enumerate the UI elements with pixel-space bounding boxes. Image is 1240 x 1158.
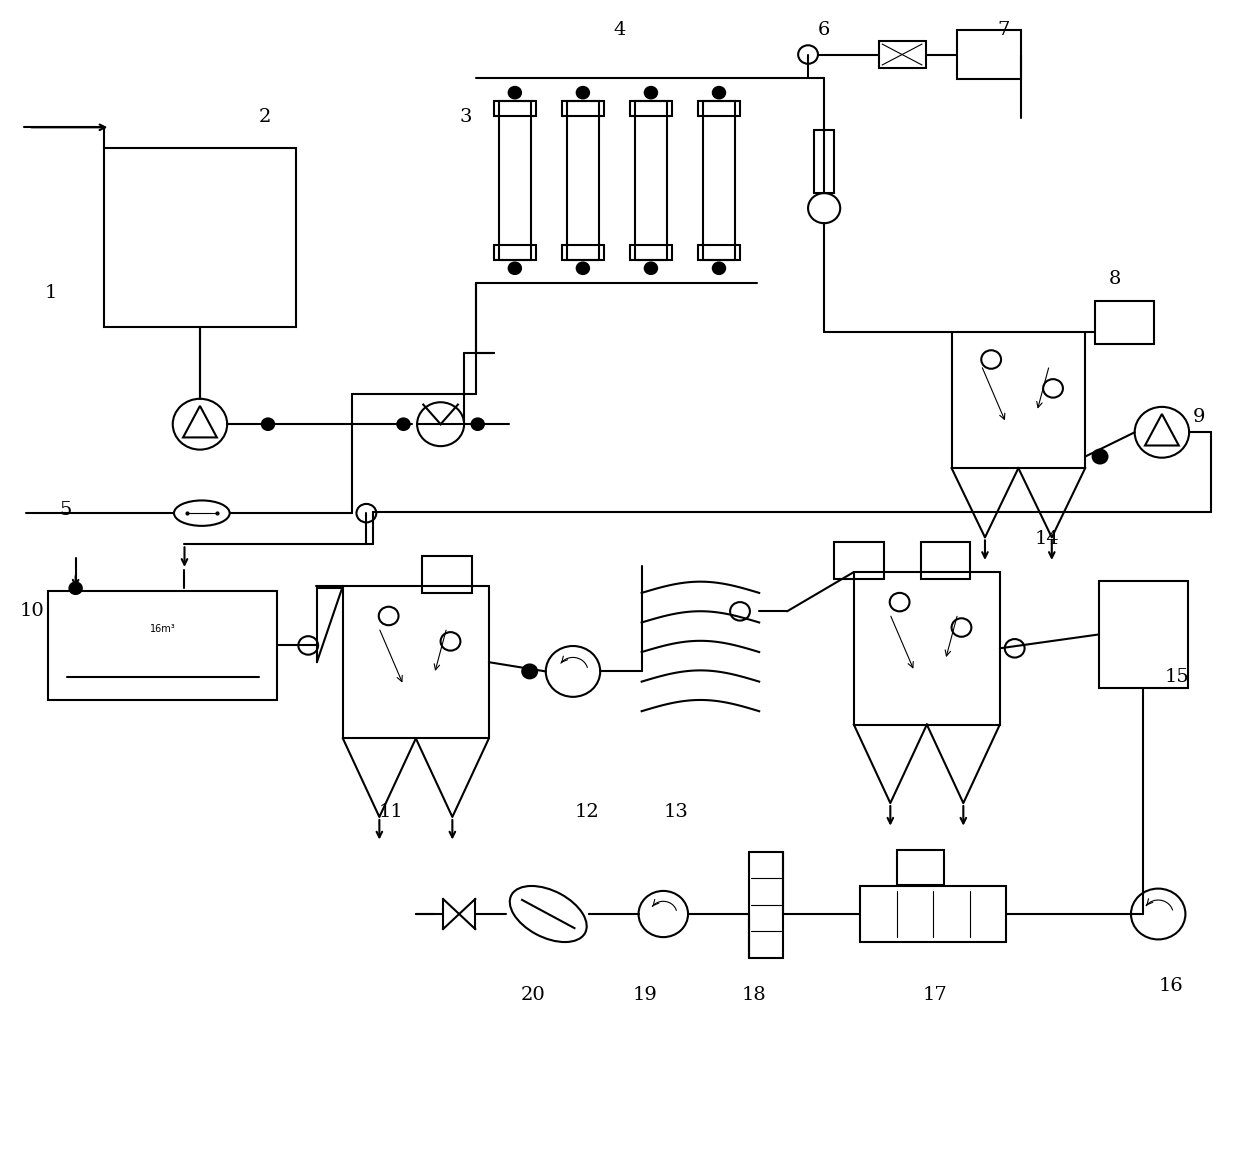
Text: 17: 17 [923, 985, 947, 1004]
Text: 6: 6 [818, 21, 831, 39]
Circle shape [69, 582, 82, 594]
Bar [956, 30, 1021, 79]
Text: 10: 10 [20, 602, 45, 621]
Bar [498, 101, 531, 261]
Circle shape [508, 87, 521, 98]
Bar [1099, 581, 1188, 688]
Circle shape [417, 402, 464, 446]
Bar [562, 245, 604, 261]
Bar [343, 586, 489, 739]
Circle shape [577, 263, 589, 274]
Bar [567, 101, 599, 261]
Bar [703, 101, 735, 261]
Circle shape [546, 646, 600, 697]
Circle shape [1131, 888, 1185, 939]
Bar [879, 41, 925, 68]
Bar [630, 101, 672, 116]
Bar [635, 101, 667, 261]
Bar [951, 332, 1085, 468]
Circle shape [713, 87, 725, 98]
Ellipse shape [510, 886, 587, 943]
Bar [698, 101, 740, 116]
Bar [854, 572, 999, 725]
Circle shape [172, 398, 227, 449]
Circle shape [1092, 449, 1107, 463]
Text: 16: 16 [1158, 976, 1183, 995]
Circle shape [645, 263, 657, 274]
Bar [815, 130, 835, 193]
Text: 9: 9 [1193, 409, 1205, 426]
Bar [835, 542, 884, 579]
Text: 14: 14 [1034, 529, 1059, 548]
Bar [1095, 301, 1154, 344]
Bar [698, 245, 740, 261]
Circle shape [808, 193, 841, 223]
Ellipse shape [174, 500, 229, 526]
Bar [920, 542, 970, 579]
Circle shape [522, 665, 537, 679]
Circle shape [645, 87, 657, 98]
Circle shape [639, 891, 688, 937]
Circle shape [262, 418, 274, 430]
Text: 13: 13 [663, 804, 688, 821]
Bar [630, 245, 672, 261]
Text: 5: 5 [60, 500, 72, 519]
Bar [48, 591, 278, 701]
Text: 4: 4 [614, 21, 626, 39]
Circle shape [713, 263, 725, 274]
Circle shape [577, 87, 589, 98]
Text: 1: 1 [45, 284, 57, 301]
Circle shape [508, 263, 521, 274]
Text: 20: 20 [521, 985, 546, 1004]
Text: 3: 3 [459, 108, 471, 126]
Circle shape [397, 418, 409, 430]
Circle shape [471, 418, 484, 430]
Text: 7: 7 [997, 21, 1009, 39]
Text: 16m³: 16m³ [150, 624, 176, 633]
Text: 8: 8 [1109, 270, 1121, 287]
Bar [562, 101, 604, 116]
Bar [749, 851, 784, 958]
Bar [861, 886, 1006, 941]
Text: 15: 15 [1164, 668, 1189, 687]
Text: 18: 18 [742, 985, 766, 1004]
Bar [104, 148, 296, 328]
Text: 12: 12 [574, 804, 599, 821]
Bar [494, 245, 536, 261]
Bar [422, 556, 471, 593]
Text: 2: 2 [259, 108, 272, 126]
Text: 19: 19 [632, 985, 657, 1004]
Bar [494, 101, 536, 116]
Circle shape [1135, 406, 1189, 457]
Text: 11: 11 [378, 804, 403, 821]
Bar [897, 850, 944, 885]
